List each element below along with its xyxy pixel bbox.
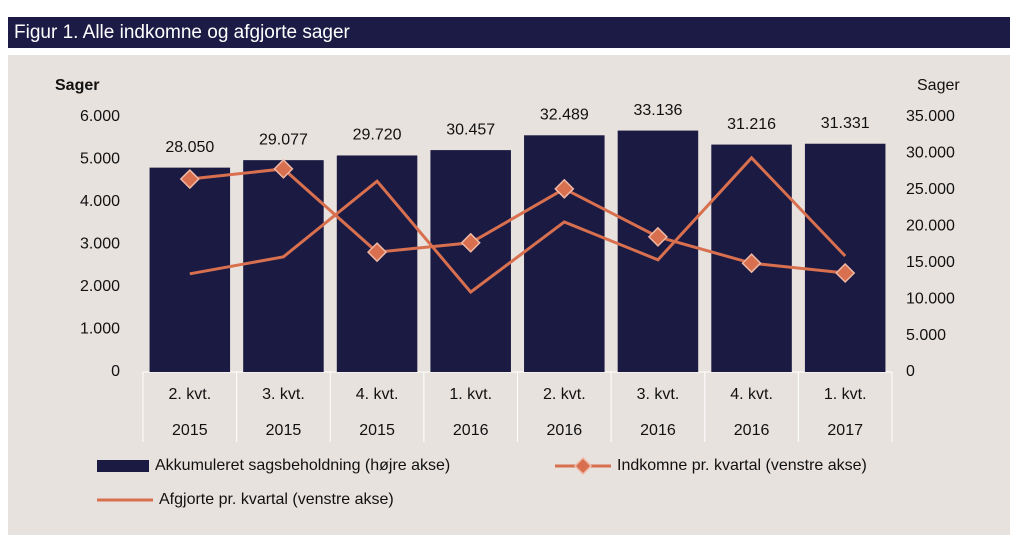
y2-tick-label: 0 [906, 363, 915, 380]
y2-tick-label: 25.000 [906, 181, 955, 198]
y-tick-label: 1.000 [80, 321, 120, 338]
marker [835, 262, 856, 284]
y-tick-label: 2.000 [80, 278, 120, 295]
line [189, 167, 846, 275]
x-tick-label: 1. kvt. [824, 386, 867, 403]
bar [336, 155, 418, 372]
y-tick-label: 6.000 [80, 108, 120, 125]
bar [243, 160, 324, 372]
x-tick-label: 3. kvt. [637, 386, 680, 403]
marker [367, 242, 388, 263]
legend-label: Indkomne pr. kvartal (venstre akse) [617, 457, 867, 474]
x-tick-label: 2015 [266, 422, 302, 439]
y-tick-label: 3.000 [80, 236, 120, 253]
y-tick-label: 4.000 [80, 193, 120, 210]
marker [647, 226, 668, 247]
marker [273, 158, 294, 179]
data-label: 32.489 [540, 107, 589, 124]
line [189, 155, 847, 295]
marker [554, 178, 575, 199]
data-label: 29.077 [259, 131, 308, 148]
data-label: 31.216 [727, 116, 776, 133]
x-tick-label: 3. kvt. [262, 386, 305, 403]
bar [617, 130, 699, 372]
x-tick-label: 2. kvt. [543, 386, 586, 403]
data-label: 31.331 [821, 115, 870, 132]
legend-swatch [97, 460, 149, 472]
x-tick-label: 2016 [734, 422, 770, 439]
data-label: 33.136 [633, 102, 682, 119]
marker [741, 253, 762, 274]
legend-marker [573, 456, 593, 476]
x-tick-label: 4. kvt. [356, 386, 399, 403]
bar [430, 150, 511, 372]
marker [179, 168, 200, 190]
y2-tick-label: 20.000 [906, 218, 955, 235]
legend-label: Akkumuleret sagsbeholdning (højre akse) [155, 457, 450, 474]
x-tick-label: 2016 [453, 422, 489, 439]
y-tick-label: 5.000 [80, 151, 120, 168]
y-tick-label: 0 [111, 363, 120, 380]
bar [524, 135, 605, 372]
marker [460, 232, 481, 253]
chart-title: Figur 1. Alle indkomne og afgjorte sager [14, 22, 351, 43]
y2-tick-label: 35.000 [906, 108, 955, 125]
x-tick-label: 2015 [172, 422, 208, 439]
x-tick-label: 1. kvt. [449, 386, 492, 403]
data-label: 29.720 [353, 127, 402, 144]
y2-tick-label: 30.000 [906, 145, 955, 162]
x-tick-label: 2015 [359, 422, 395, 439]
y2-tick-label: 15.000 [906, 254, 955, 271]
header-bar [8, 17, 1010, 48]
data-label: 28.050 [165, 139, 214, 156]
legend-label: Afgjorte pr. kvartal (venstre akse) [159, 491, 394, 508]
x-tick-label: 2016 [640, 422, 676, 439]
y-axis-label: Sager [55, 77, 99, 94]
bar [804, 143, 886, 372]
x-tick-label: 2016 [547, 422, 583, 439]
y2-tick-label: 5.000 [906, 327, 946, 344]
x-tick-label: 2. kvt. [168, 386, 211, 403]
data-label: 30.457 [446, 121, 495, 138]
y2-tick-label: 10.000 [906, 290, 955, 307]
y2-axis-label: Sager [917, 77, 960, 94]
x-tick-label: 2017 [827, 422, 863, 439]
x-tick-label: 4. kvt. [730, 386, 773, 403]
